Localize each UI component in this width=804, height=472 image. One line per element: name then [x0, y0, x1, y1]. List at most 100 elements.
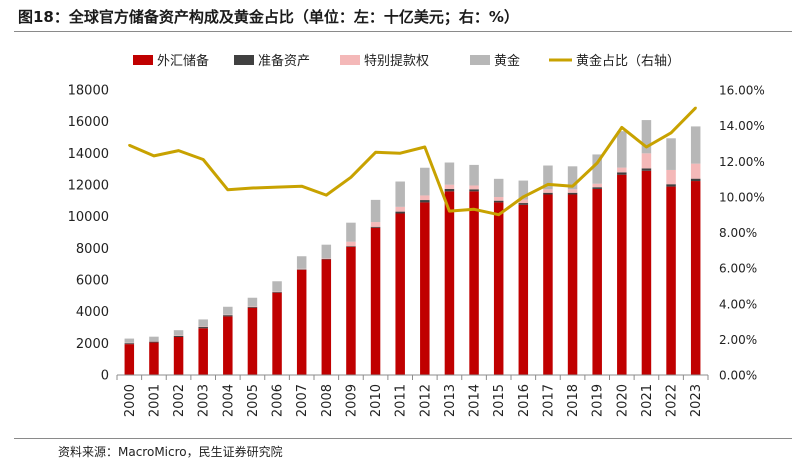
bar-segment [617, 172, 627, 175]
bar-segment [543, 165, 553, 190]
line-point [398, 152, 402, 155]
line-series-group [128, 106, 697, 217]
bar-segment [444, 184, 455, 189]
right-axis-tick-label: 6.00% [719, 262, 757, 276]
bar-segment [296, 256, 307, 269]
x-axis-tick-label: 2009 [344, 384, 359, 417]
line-point [251, 186, 254, 190]
line-point [300, 184, 303, 188]
bar-segment [641, 153, 652, 169]
line-point [128, 144, 131, 147]
bar-segment [124, 338, 135, 343]
right-axis-tick-label: 2.00% [719, 333, 757, 347]
bar-segment [592, 187, 602, 189]
line-point [546, 183, 550, 186]
bar-segment [690, 178, 701, 182]
bar-segment [198, 319, 208, 327]
bar-segment [567, 192, 578, 195]
left-axis-tick-label: 18000 [68, 84, 109, 99]
bar-segment [370, 199, 381, 223]
bar-segment [321, 259, 332, 375]
bar-segment [493, 200, 504, 203]
bar-segment [518, 199, 529, 204]
bar-segment [567, 166, 578, 190]
x-axis-tick-label: 2001 [147, 384, 162, 417]
legend-label: 黄金 [494, 53, 520, 69]
right-axis-tick-label: 8.00% [719, 226, 757, 240]
right-axis-tick-label: 14.00% [719, 119, 765, 133]
x-axis-tick-label: 2000 [123, 384, 138, 417]
bar-segment [493, 178, 504, 198]
line-point [226, 188, 230, 191]
right-axis-tick-label: 0.00% [719, 369, 757, 383]
x-axis-tick-label: 2017 [541, 384, 556, 417]
x-axis-tick-label: 2011 [394, 384, 409, 417]
bar-segment [690, 181, 701, 375]
left-axis-tick-label: 16000 [68, 115, 109, 130]
right-axis-tick-label: 4.00% [719, 297, 757, 311]
legend-swatch [340, 55, 360, 65]
bar-segment [592, 183, 602, 188]
left-axis-tick-label: 0 [101, 369, 109, 384]
left-axis-tick-label: 4000 [76, 305, 109, 320]
line-point [595, 161, 599, 165]
bar-segment [370, 227, 381, 375]
bar-segment [617, 167, 627, 173]
x-axis-tick-label: 2019 [591, 384, 606, 417]
bar-segment [346, 222, 356, 242]
bar-segment [493, 202, 504, 375]
bar-series-group [124, 120, 701, 375]
bar-segment [420, 202, 430, 375]
bar-segment [395, 206, 405, 212]
bar-segment [173, 330, 184, 336]
line-point [571, 184, 574, 188]
bar-segment [567, 189, 578, 193]
line-point [694, 106, 697, 110]
x-axis-tick-label: 2018 [566, 384, 581, 417]
bar-segment [420, 167, 430, 196]
bar-segment [444, 191, 455, 375]
line-point [620, 126, 624, 129]
bar-segment [543, 189, 553, 193]
line-point [472, 208, 476, 211]
bar-segment [567, 194, 578, 375]
left-axis-tick-label: 12000 [68, 179, 109, 194]
line-point [374, 151, 377, 154]
bar-segment [617, 174, 627, 375]
bar-segment [641, 170, 652, 375]
line-point [177, 149, 180, 152]
bar-segment [641, 168, 652, 171]
x-axis-tick-label: 2005 [246, 384, 261, 417]
bar-segment [223, 315, 233, 317]
x-axis-tick-label: 2023 [689, 384, 704, 417]
bar-segment [124, 344, 135, 375]
bar-segment [198, 327, 208, 329]
left-axis-tick-label: 8000 [76, 242, 109, 257]
bar-segment [346, 246, 356, 247]
x-axis-tick-label: 2008 [320, 384, 335, 417]
x-axis-tick-label: 2010 [369, 384, 384, 417]
bar-segment [690, 126, 701, 164]
bar-segment [666, 138, 676, 170]
left-y-axis: 0 2000 4000 6000 8000 10000 12000 14000 16000 180… [68, 84, 109, 384]
bar-segment [666, 184, 676, 187]
bar-segment [493, 197, 504, 201]
bar-segment [395, 211, 405, 214]
x-axis-tick-label: 2015 [492, 384, 507, 417]
source-note: 资料来源：MacroMicro，民生证券研究院 [58, 445, 283, 459]
bar-segment [543, 192, 553, 195]
bar-segment [543, 194, 553, 375]
bar-segment [173, 337, 184, 375]
right-y-axis: 0.00% 2.00% 4.00% 6.00% 8.00% 10.00% 12.00% 14.… [719, 84, 765, 383]
legend-label: 外汇储备 [157, 53, 209, 69]
bar-segment [690, 163, 701, 179]
left-axis-tick-label: 2000 [76, 337, 109, 352]
bar-segment [370, 226, 381, 228]
bar-segment [617, 131, 627, 168]
x-axis-tick-label: 2013 [443, 384, 458, 417]
bar-segment [173, 335, 184, 337]
bar-segment [666, 169, 676, 185]
bar-segment [149, 336, 159, 342]
bar-segment [370, 222, 381, 227]
